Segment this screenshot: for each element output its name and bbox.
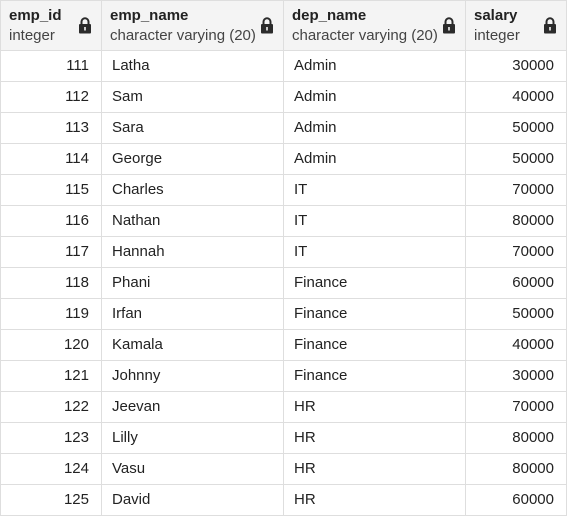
cell-emp-name[interactable]: Phani [101, 267, 284, 299]
cell-emp-name[interactable]: Johnny [101, 360, 284, 392]
cell-salary[interactable]: 50000 [465, 298, 567, 330]
cell-emp-name[interactable]: Irfan [101, 298, 284, 330]
column-type: integer [9, 27, 55, 44]
table-row[interactable]: 124 Vasu HR 80000 [0, 453, 567, 485]
cell-emp-id[interactable]: 123 [0, 422, 102, 454]
cell-emp-name[interactable]: Sam [101, 81, 284, 113]
cell-emp-id[interactable]: 113 [0, 112, 102, 144]
cell-emp-id[interactable]: 119 [0, 298, 102, 330]
cell-salary[interactable]: 40000 [465, 81, 567, 113]
column-name: salary [474, 7, 518, 24]
cell-emp-name[interactable]: Lilly [101, 422, 284, 454]
column-type: character varying (20) [292, 27, 438, 44]
table-row[interactable]: 111 Latha Admin 30000 [0, 50, 567, 82]
cell-salary[interactable]: 70000 [465, 236, 567, 268]
table-row[interactable]: 114 George Admin 50000 [0, 143, 567, 175]
cell-salary[interactable]: 50000 [465, 143, 567, 175]
table-row[interactable]: 113 Sara Admin 50000 [0, 112, 567, 144]
table-row[interactable]: 125 David HR 60000 [0, 484, 567, 516]
table-row[interactable]: 119 Irfan Finance 50000 [0, 298, 567, 330]
cell-dep-name[interactable]: IT [283, 174, 466, 206]
cell-emp-id[interactable]: 111 [0, 50, 102, 82]
cell-dep-name[interactable]: Finance [283, 298, 466, 330]
cell-dep-name[interactable]: Finance [283, 267, 466, 299]
cell-dep-name[interactable]: HR [283, 484, 466, 516]
cell-emp-id[interactable]: 122 [0, 391, 102, 423]
column-name: emp_id [9, 7, 62, 24]
cell-salary[interactable]: 30000 [465, 360, 567, 392]
table-row[interactable]: 121 Johnny Finance 30000 [0, 360, 567, 392]
cell-dep-name[interactable]: HR [283, 422, 466, 454]
lock-icon [543, 17, 557, 34]
cell-emp-name[interactable]: Latha [101, 50, 284, 82]
cell-dep-name[interactable]: Admin [283, 143, 466, 175]
column-type: integer [474, 27, 520, 44]
cell-dep-name[interactable]: IT [283, 205, 466, 237]
cell-dep-name[interactable]: IT [283, 236, 466, 268]
cell-salary[interactable]: 60000 [465, 267, 567, 299]
cell-emp-id[interactable]: 112 [0, 81, 102, 113]
cell-salary[interactable]: 80000 [465, 205, 567, 237]
cell-emp-name[interactable]: Nathan [101, 205, 284, 237]
cell-emp-id[interactable]: 125 [0, 484, 102, 516]
table-row[interactable]: 117 Hannah IT 70000 [0, 236, 567, 268]
column-header-emp-name[interactable]: emp_name character varying (20) [101, 0, 284, 51]
column-type: character varying (20) [110, 27, 256, 44]
lock-icon [442, 17, 456, 34]
column-header-salary[interactable]: salary integer [465, 0, 567, 51]
table-row[interactable]: 118 Phani Finance 60000 [0, 267, 567, 299]
cell-salary[interactable]: 30000 [465, 50, 567, 82]
cell-salary[interactable]: 80000 [465, 453, 567, 485]
table-row[interactable]: 115 Charles IT 70000 [0, 174, 567, 206]
cell-emp-name[interactable]: Sara [101, 112, 284, 144]
table-row[interactable]: 112 Sam Admin 40000 [0, 81, 567, 113]
cell-salary[interactable]: 50000 [465, 112, 567, 144]
cell-emp-id[interactable]: 118 [0, 267, 102, 299]
lock-icon [260, 17, 274, 34]
cell-emp-id[interactable]: 115 [0, 174, 102, 206]
grid-body: 111 Latha Admin 30000 112 Sam Admin 40000 113 Sar… [0, 50, 567, 516]
table-row[interactable]: 122 Jeevan HR 70000 [0, 391, 567, 423]
cell-salary[interactable]: 40000 [465, 329, 567, 361]
column-name: dep_name [292, 7, 367, 24]
cell-emp-name[interactable]: George [101, 143, 284, 175]
cell-emp-name[interactable]: Vasu [101, 453, 284, 485]
cell-emp-name[interactable]: Hannah [101, 236, 284, 268]
cell-salary[interactable]: 70000 [465, 174, 567, 206]
cell-emp-name[interactable]: Jeevan [101, 391, 284, 423]
table-row[interactable]: 116 Nathan IT 80000 [0, 205, 567, 237]
cell-emp-name[interactable]: Kamala [101, 329, 284, 361]
cell-salary[interactable]: 70000 [465, 391, 567, 423]
column-name: emp_name [110, 7, 189, 24]
cell-emp-id[interactable]: 121 [0, 360, 102, 392]
cell-dep-name[interactable]: HR [283, 453, 466, 485]
cell-dep-name[interactable]: HR [283, 391, 466, 423]
cell-emp-id[interactable]: 124 [0, 453, 102, 485]
table-row[interactable]: 120 Kamala Finance 40000 [0, 329, 567, 361]
table-row[interactable]: 123 Lilly HR 80000 [0, 422, 567, 454]
cell-emp-id[interactable]: 114 [0, 143, 102, 175]
cell-dep-name[interactable]: Finance [283, 360, 466, 392]
cell-dep-name[interactable]: Admin [283, 50, 466, 82]
cell-emp-id[interactable]: 116 [0, 205, 102, 237]
cell-dep-name[interactable]: Admin [283, 112, 466, 144]
cell-salary[interactable]: 60000 [465, 484, 567, 516]
cell-emp-name[interactable]: David [101, 484, 284, 516]
cell-emp-name[interactable]: Charles [101, 174, 284, 206]
cell-emp-id[interactable]: 120 [0, 329, 102, 361]
cell-emp-id[interactable]: 117 [0, 236, 102, 268]
column-header-dep-name[interactable]: dep_name character varying (20) [283, 0, 466, 51]
cell-salary[interactable]: 80000 [465, 422, 567, 454]
cell-dep-name[interactable]: Admin [283, 81, 466, 113]
lock-icon [78, 17, 92, 34]
cell-dep-name[interactable]: Finance [283, 329, 466, 361]
